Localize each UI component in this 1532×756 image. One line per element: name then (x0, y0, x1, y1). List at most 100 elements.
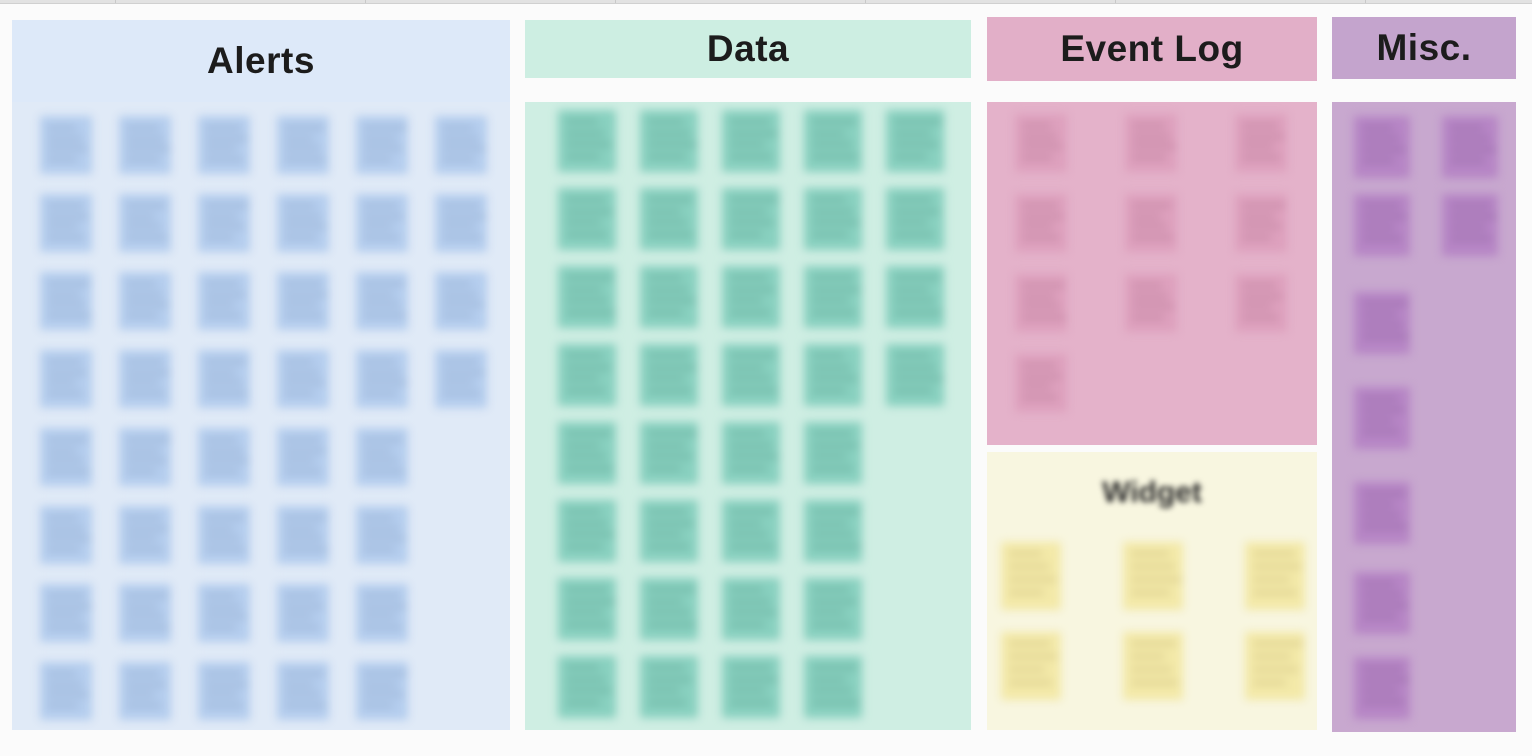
data-sticky-note[interactable] (804, 266, 862, 328)
event-log-sticky-note[interactable] (1125, 194, 1177, 252)
alerts-sticky-note[interactable] (356, 194, 408, 252)
data-sticky-note[interactable] (558, 188, 616, 250)
misc-sticky-note[interactable] (1442, 116, 1498, 178)
data-sticky-note[interactable] (640, 578, 698, 640)
alerts-sticky-note[interactable] (435, 116, 487, 174)
alerts-sticky-note[interactable] (198, 116, 250, 174)
misc-sticky-note[interactable] (1354, 116, 1410, 178)
group-data-header[interactable]: Data (525, 20, 971, 78)
event-log-sticky-note[interactable] (1015, 274, 1067, 332)
event-log-sticky-note[interactable] (1015, 354, 1067, 412)
event-log-sticky-note[interactable] (1015, 194, 1067, 252)
data-sticky-note[interactable] (558, 500, 616, 562)
alerts-sticky-note[interactable] (119, 350, 171, 408)
group-event-log[interactable]: Event Log (987, 17, 1317, 445)
widget-sticky-note[interactable] (1123, 542, 1183, 610)
misc-sticky-note[interactable] (1442, 194, 1498, 256)
alerts-sticky-note[interactable] (40, 428, 92, 486)
data-sticky-note[interactable] (804, 578, 862, 640)
alerts-sticky-note[interactable] (40, 506, 92, 564)
data-sticky-note[interactable] (558, 422, 616, 484)
data-sticky-note[interactable] (722, 656, 780, 718)
alerts-sticky-note[interactable] (119, 194, 171, 252)
alerts-sticky-note[interactable] (40, 584, 92, 642)
alerts-sticky-note[interactable] (356, 584, 408, 642)
alerts-sticky-note[interactable] (40, 272, 92, 330)
group-event-log-header[interactable]: Event Log (987, 17, 1317, 81)
misc-sticky-note[interactable] (1354, 572, 1410, 634)
alerts-sticky-note[interactable] (277, 584, 329, 642)
alerts-sticky-note[interactable] (277, 506, 329, 564)
event-log-sticky-note[interactable] (1015, 114, 1067, 172)
group-widget[interactable]: Widget (987, 452, 1317, 730)
data-sticky-note[interactable] (640, 188, 698, 250)
alerts-sticky-note[interactable] (277, 662, 329, 720)
widget-sticky-note[interactable] (1001, 632, 1061, 700)
alerts-sticky-note[interactable] (198, 350, 250, 408)
group-alerts[interactable]: Alerts (12, 20, 510, 730)
group-alerts-header[interactable]: Alerts (12, 20, 510, 102)
data-sticky-note[interactable] (558, 344, 616, 406)
alerts-sticky-note[interactable] (277, 428, 329, 486)
misc-sticky-note[interactable] (1354, 292, 1410, 354)
alerts-sticky-note[interactable] (119, 116, 171, 174)
alerts-sticky-note[interactable] (198, 272, 250, 330)
alerts-sticky-note[interactable] (198, 662, 250, 720)
data-sticky-note[interactable] (722, 344, 780, 406)
misc-sticky-note[interactable] (1354, 482, 1410, 544)
event-log-sticky-note[interactable] (1235, 274, 1287, 332)
data-sticky-note[interactable] (722, 422, 780, 484)
alerts-sticky-note[interactable] (356, 350, 408, 408)
alerts-sticky-note[interactable] (277, 194, 329, 252)
data-sticky-note[interactable] (558, 578, 616, 640)
alerts-sticky-note[interactable] (277, 116, 329, 174)
event-log-sticky-note[interactable] (1235, 194, 1287, 252)
alerts-sticky-note[interactable] (40, 662, 92, 720)
data-sticky-note[interactable] (640, 656, 698, 718)
data-sticky-note[interactable] (804, 656, 862, 718)
event-log-sticky-note[interactable] (1235, 114, 1287, 172)
data-sticky-note[interactable] (804, 110, 862, 172)
widget-sticky-note[interactable] (1245, 542, 1305, 610)
alerts-sticky-note[interactable] (40, 194, 92, 252)
alerts-sticky-note[interactable] (435, 272, 487, 330)
data-sticky-note[interactable] (886, 110, 944, 172)
data-sticky-note[interactable] (804, 422, 862, 484)
alerts-sticky-note[interactable] (119, 506, 171, 564)
data-sticky-note[interactable] (558, 266, 616, 328)
alerts-sticky-note[interactable] (277, 272, 329, 330)
alerts-sticky-note[interactable] (119, 428, 171, 486)
data-sticky-note[interactable] (722, 266, 780, 328)
data-sticky-note[interactable] (640, 500, 698, 562)
alerts-sticky-note[interactable] (119, 272, 171, 330)
alerts-sticky-note[interactable] (119, 584, 171, 642)
data-sticky-note[interactable] (804, 344, 862, 406)
alerts-sticky-note[interactable] (198, 428, 250, 486)
group-misc-header[interactable]: Misc. (1332, 17, 1516, 79)
widget-sticky-note[interactable] (1245, 632, 1305, 700)
data-sticky-note[interactable] (722, 578, 780, 640)
alerts-sticky-note[interactable] (435, 194, 487, 252)
event-log-sticky-note[interactable] (1125, 274, 1177, 332)
widget-sticky-note[interactable] (1001, 542, 1061, 610)
alerts-sticky-note[interactable] (40, 116, 92, 174)
data-sticky-note[interactable] (640, 344, 698, 406)
data-sticky-note[interactable] (640, 266, 698, 328)
alerts-sticky-note[interactable] (198, 194, 250, 252)
alerts-sticky-note[interactable] (356, 272, 408, 330)
alerts-sticky-note[interactable] (40, 350, 92, 408)
data-sticky-note[interactable] (804, 188, 862, 250)
alerts-sticky-note[interactable] (277, 350, 329, 408)
alerts-sticky-note[interactable] (435, 350, 487, 408)
widget-sticky-note[interactable] (1123, 632, 1183, 700)
alerts-sticky-note[interactable] (356, 506, 408, 564)
alerts-sticky-note[interactable] (356, 116, 408, 174)
data-sticky-note[interactable] (886, 344, 944, 406)
data-sticky-note[interactable] (722, 110, 780, 172)
data-sticky-note[interactable] (640, 422, 698, 484)
data-sticky-note[interactable] (886, 188, 944, 250)
data-sticky-note[interactable] (722, 500, 780, 562)
alerts-sticky-note[interactable] (356, 428, 408, 486)
data-sticky-note[interactable] (558, 656, 616, 718)
group-data[interactable]: Data (525, 20, 971, 730)
